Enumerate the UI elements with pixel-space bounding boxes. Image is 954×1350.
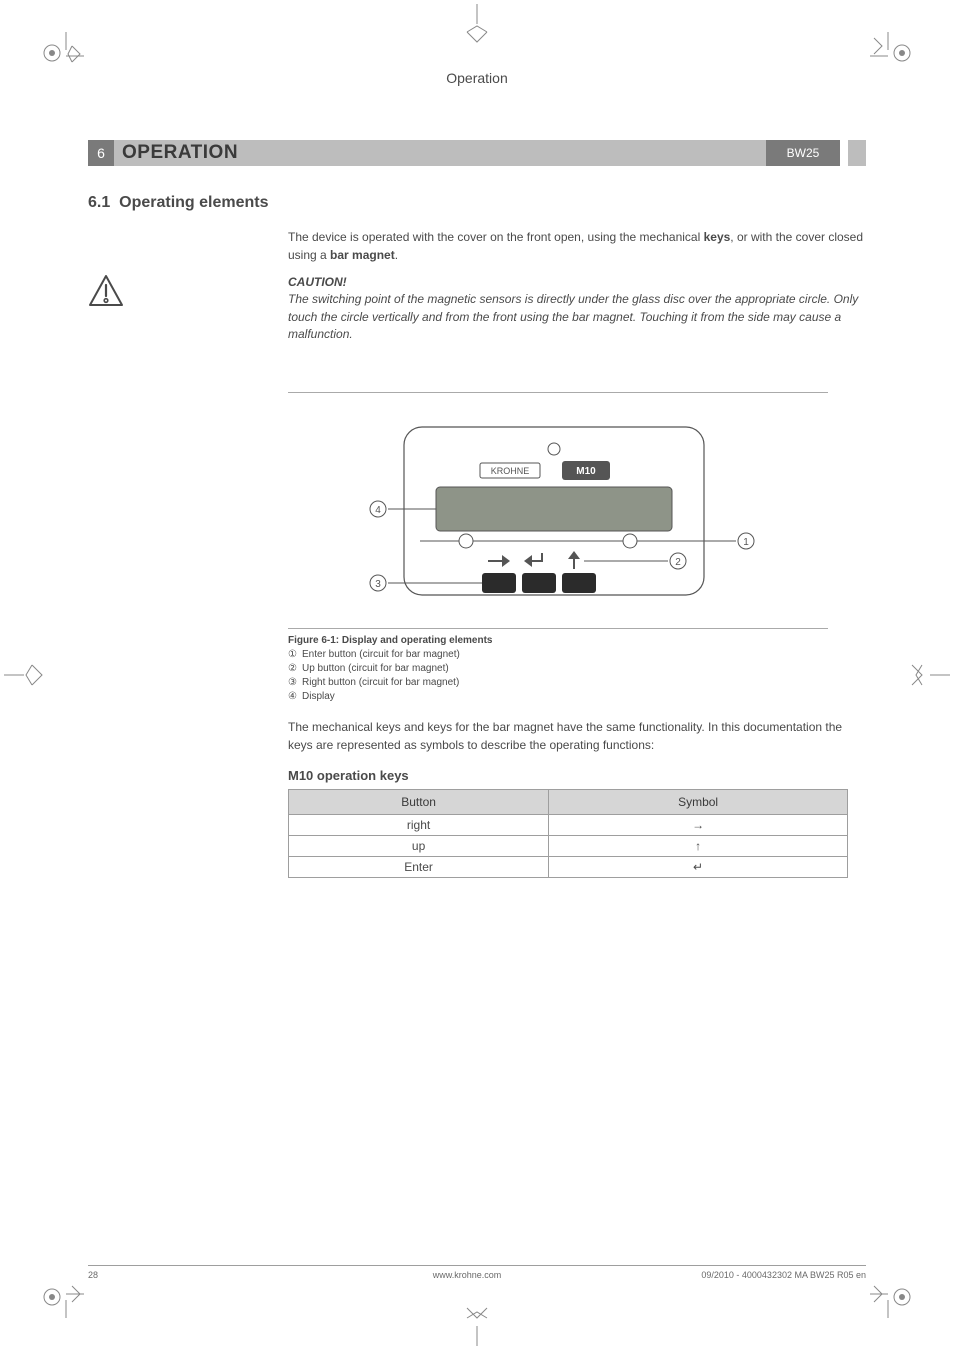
section-title: 6.1 Operating elements	[88, 194, 866, 212]
crop-mark-tl	[42, 32, 84, 74]
crop-mark-tr	[870, 32, 912, 74]
footer-page-number: 28	[88, 1270, 288, 1280]
section-heading: Operating elements	[119, 194, 268, 211]
figure-legend: ①Enter button (circuit for bar magnet) ②…	[288, 648, 866, 704]
crop-mark-br	[870, 1276, 912, 1318]
legend-num-1: ①	[288, 648, 302, 662]
table-row: right →	[289, 814, 848, 835]
svg-text:4: 4	[375, 505, 381, 516]
crop-mark-bl	[42, 1276, 84, 1318]
figure-area: KROHNE M10	[288, 392, 866, 704]
legend-num-4: ④	[288, 690, 302, 704]
intro-a: The device is operated with the cover on…	[288, 230, 704, 244]
legend-text-2: Up button (circuit for bar magnet)	[302, 663, 449, 674]
footer-site: www.krohne.com	[288, 1270, 646, 1280]
svg-text:2: 2	[675, 557, 681, 568]
para-after-figure: The mechanical keys and keys for the bar…	[288, 718, 866, 754]
legend-num-2: ②	[288, 662, 302, 676]
chapter-tag: BW25	[766, 140, 840, 166]
intro-magnet: bar magnet	[330, 248, 395, 262]
cell-button-0: right	[289, 814, 549, 835]
crop-mark-mr	[904, 660, 950, 690]
page-content: Operation 6 OPERATION BW25 6.1 Operating…	[88, 70, 866, 1280]
figure-brand: KROHNE	[491, 466, 530, 476]
cell-symbol-0: →	[549, 814, 848, 835]
crop-mark-ml	[4, 660, 50, 690]
cell-symbol-2: ↵	[549, 856, 848, 877]
svg-text:1: 1	[743, 537, 749, 548]
caution-label: CAUTION!	[288, 274, 866, 291]
cell-button-2: Enter	[289, 856, 549, 877]
table-row: Enter ↵	[289, 856, 848, 877]
cell-symbol-1: ↑	[549, 835, 848, 856]
th-button: Button	[289, 789, 549, 814]
svg-text:3: 3	[375, 579, 381, 590]
figure-caption: Figure 6-1: Display and operating elemen…	[288, 635, 866, 646]
intro-c: .	[395, 248, 398, 262]
crop-mark-mb	[462, 1300, 492, 1346]
th-symbol: Symbol	[549, 789, 848, 814]
chapter-title: OPERATION	[114, 140, 766, 166]
footer-doc-id: 09/2010 - 4000432302 MA BW25 R05 en	[646, 1270, 866, 1280]
device-diagram: KROHNE M10	[288, 411, 828, 611]
caution-block: CAUTION! The switching point of the magn…	[88, 274, 866, 344]
legend-num-3: ③	[288, 676, 302, 690]
table-title: M10 operation keys	[288, 768, 866, 783]
figure-box: KROHNE M10	[288, 392, 828, 629]
legend-text-1: Enter button (circuit for bar magnet)	[302, 649, 460, 660]
caution-icon	[88, 274, 124, 311]
chapter-bar: 6 OPERATION BW25	[88, 140, 866, 166]
grey-end-block	[848, 140, 866, 166]
intro-keys: keys	[704, 230, 731, 244]
crop-mark-mt	[462, 4, 492, 50]
page-footer: 28 www.krohne.com 09/2010 - 4000432302 M…	[88, 1265, 866, 1280]
figure-model: M10	[576, 466, 596, 477]
legend-text-3: Right button (circuit for bar magnet)	[302, 677, 459, 688]
chapter-number: 6	[88, 140, 114, 166]
legend-text-4: Display	[302, 691, 335, 702]
intro-paragraph: The device is operated with the cover on…	[288, 228, 866, 264]
table-row: up ↑	[289, 835, 848, 856]
caution-text: CAUTION! The switching point of the magn…	[288, 274, 866, 344]
cell-button-1: up	[289, 835, 549, 856]
section-number: 6.1	[88, 194, 110, 211]
running-head: Operation	[88, 70, 866, 86]
caution-body: The switching point of the magnetic sens…	[288, 292, 858, 341]
keys-table: Button Symbol right → up ↑ Enter ↵	[288, 789, 848, 878]
